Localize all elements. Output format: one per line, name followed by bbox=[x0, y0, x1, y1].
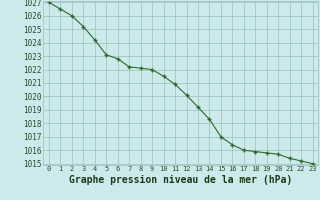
X-axis label: Graphe pression niveau de la mer (hPa): Graphe pression niveau de la mer (hPa) bbox=[69, 175, 292, 185]
